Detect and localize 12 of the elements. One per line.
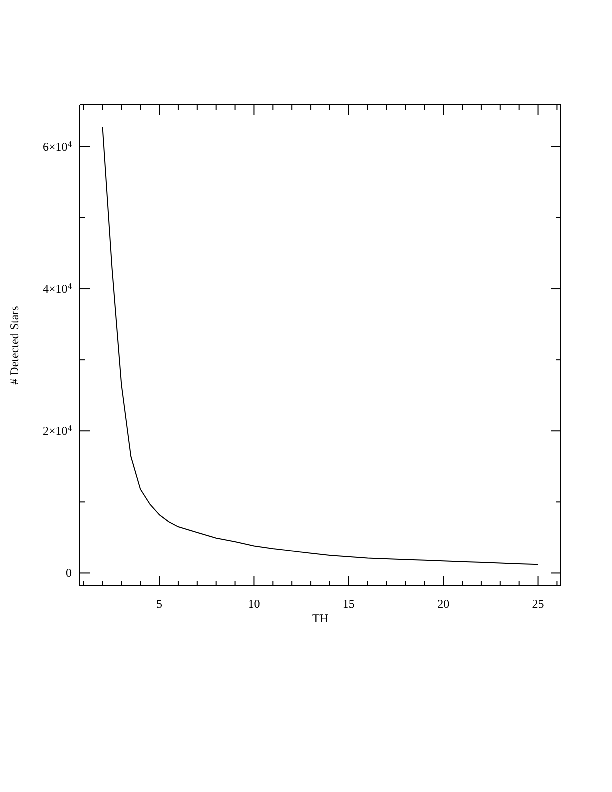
x-tick-label: 10 xyxy=(248,597,260,611)
y-tick-label: 6×10$^{4}$ xyxy=(43,139,73,154)
line-series xyxy=(102,126,539,566)
y-axis-title: # Detected Stars xyxy=(7,306,22,385)
y-tick-label: 2×10$^{4}$ xyxy=(43,424,73,438)
x-tick-label: 5 xyxy=(156,597,163,611)
x-tick-label: 20 xyxy=(438,597,450,611)
x-tick-label: 25 xyxy=(532,597,544,611)
x-axis-title: TH xyxy=(312,612,329,626)
y-tick-label: 4×10$^{4}$ xyxy=(43,282,73,296)
x-tick-label: 15 xyxy=(342,597,355,611)
y-tick-label: 0 xyxy=(66,566,72,580)
